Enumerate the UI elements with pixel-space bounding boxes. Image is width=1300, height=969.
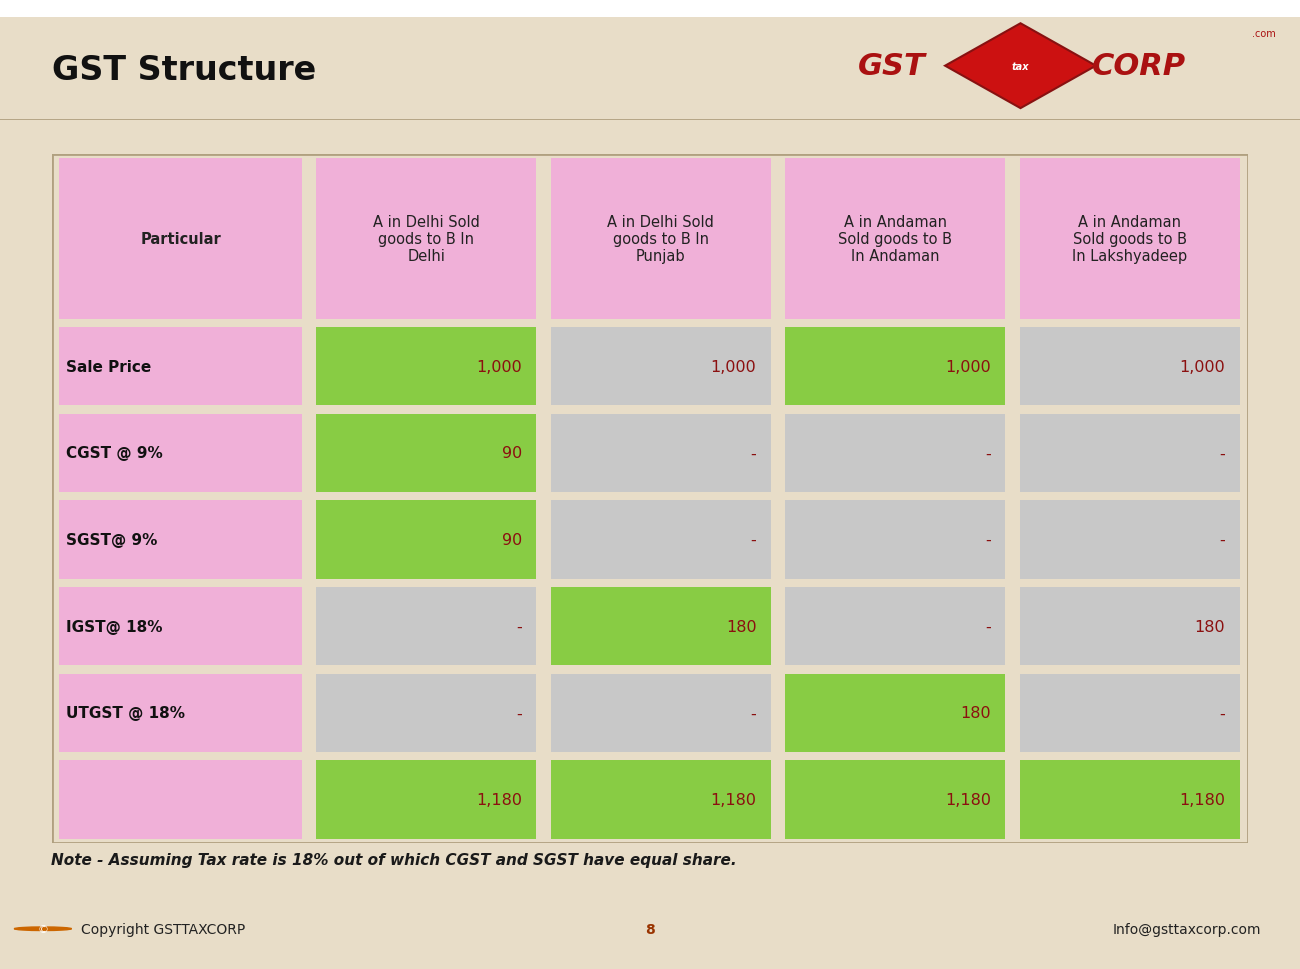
FancyBboxPatch shape <box>60 415 302 492</box>
FancyBboxPatch shape <box>316 159 537 320</box>
Text: .com: .com <box>1252 29 1275 39</box>
FancyBboxPatch shape <box>785 761 1005 839</box>
Text: A in Andaman
Sold goods to B
In Lakshyadeep: A in Andaman Sold goods to B In Lakshyad… <box>1072 214 1187 265</box>
Text: -: - <box>516 705 523 721</box>
FancyBboxPatch shape <box>785 674 1005 752</box>
FancyBboxPatch shape <box>316 328 537 406</box>
Text: -: - <box>750 533 757 547</box>
Text: 1,000: 1,000 <box>476 359 523 374</box>
Text: tax: tax <box>1011 62 1030 72</box>
FancyBboxPatch shape <box>60 159 302 320</box>
FancyBboxPatch shape <box>785 328 1005 406</box>
Text: 180: 180 <box>961 705 991 721</box>
Text: -: - <box>1219 705 1226 721</box>
FancyBboxPatch shape <box>551 415 771 492</box>
FancyBboxPatch shape <box>785 587 1005 666</box>
Text: 90: 90 <box>502 533 523 547</box>
Text: 180: 180 <box>1195 619 1226 634</box>
FancyBboxPatch shape <box>1019 159 1240 320</box>
Text: Info@gsttaxcorp.com: Info@gsttaxcorp.com <box>1113 922 1261 936</box>
Text: Sale Price: Sale Price <box>66 359 152 374</box>
FancyBboxPatch shape <box>60 328 302 406</box>
FancyBboxPatch shape <box>551 328 771 406</box>
FancyBboxPatch shape <box>316 587 537 666</box>
Text: 8: 8 <box>645 922 655 936</box>
Text: -: - <box>985 446 991 461</box>
Text: A in Delhi Sold
goods to B In
Delhi: A in Delhi Sold goods to B In Delhi <box>373 214 480 265</box>
Text: 1,000: 1,000 <box>945 359 991 374</box>
Text: CGST @ 9%: CGST @ 9% <box>66 446 162 461</box>
FancyBboxPatch shape <box>785 415 1005 492</box>
Polygon shape <box>945 24 1096 109</box>
FancyBboxPatch shape <box>551 501 771 579</box>
Text: UTGST @ 18%: UTGST @ 18% <box>66 705 186 721</box>
Text: 1,180: 1,180 <box>945 793 991 807</box>
Text: GST Structure: GST Structure <box>52 53 316 87</box>
Text: -: - <box>1219 533 1226 547</box>
Text: 1,000: 1,000 <box>1179 359 1226 374</box>
Circle shape <box>14 927 72 930</box>
Text: -: - <box>750 446 757 461</box>
Text: -: - <box>985 619 991 634</box>
FancyBboxPatch shape <box>316 761 537 839</box>
FancyBboxPatch shape <box>785 501 1005 579</box>
Text: -: - <box>750 705 757 721</box>
Text: CORP: CORP <box>1092 52 1186 81</box>
Text: Note - Assuming Tax rate is 18% out of which CGST and SGST have equal share.: Note - Assuming Tax rate is 18% out of w… <box>51 853 737 867</box>
FancyBboxPatch shape <box>1019 761 1240 839</box>
FancyBboxPatch shape <box>551 674 771 752</box>
Text: SGST@ 9%: SGST@ 9% <box>66 533 157 547</box>
FancyBboxPatch shape <box>316 674 537 752</box>
FancyBboxPatch shape <box>0 0 1300 18</box>
Text: Copyright GSTTAXCORP: Copyright GSTTAXCORP <box>81 922 244 936</box>
Text: -: - <box>1219 446 1226 461</box>
FancyBboxPatch shape <box>60 674 302 752</box>
Text: 90: 90 <box>502 446 523 461</box>
FancyBboxPatch shape <box>1019 674 1240 752</box>
FancyBboxPatch shape <box>60 587 302 666</box>
FancyBboxPatch shape <box>1019 415 1240 492</box>
FancyBboxPatch shape <box>52 155 1248 843</box>
Text: IGST@ 18%: IGST@ 18% <box>66 619 162 634</box>
Text: ©: © <box>38 923 48 934</box>
Text: Particular: Particular <box>140 232 221 247</box>
FancyBboxPatch shape <box>316 415 537 492</box>
FancyBboxPatch shape <box>551 159 771 320</box>
FancyBboxPatch shape <box>551 761 771 839</box>
Text: 1,000: 1,000 <box>711 359 757 374</box>
FancyBboxPatch shape <box>1019 501 1240 579</box>
Text: -: - <box>985 533 991 547</box>
Text: A in Delhi Sold
goods to B In
Punjab: A in Delhi Sold goods to B In Punjab <box>607 214 714 265</box>
Text: A in Andaman
Sold goods to B
In Andaman: A in Andaman Sold goods to B In Andaman <box>838 214 952 265</box>
FancyBboxPatch shape <box>551 587 771 666</box>
FancyBboxPatch shape <box>1019 328 1240 406</box>
FancyBboxPatch shape <box>785 159 1005 320</box>
Text: 1,180: 1,180 <box>710 793 757 807</box>
Text: 180: 180 <box>725 619 757 634</box>
FancyBboxPatch shape <box>60 761 302 839</box>
Text: 1,180: 1,180 <box>476 793 523 807</box>
Text: -: - <box>516 619 523 634</box>
FancyBboxPatch shape <box>60 501 302 579</box>
Text: 1,180: 1,180 <box>1179 793 1226 807</box>
FancyBboxPatch shape <box>1019 587 1240 666</box>
Text: GST: GST <box>858 52 926 81</box>
FancyBboxPatch shape <box>316 501 537 579</box>
